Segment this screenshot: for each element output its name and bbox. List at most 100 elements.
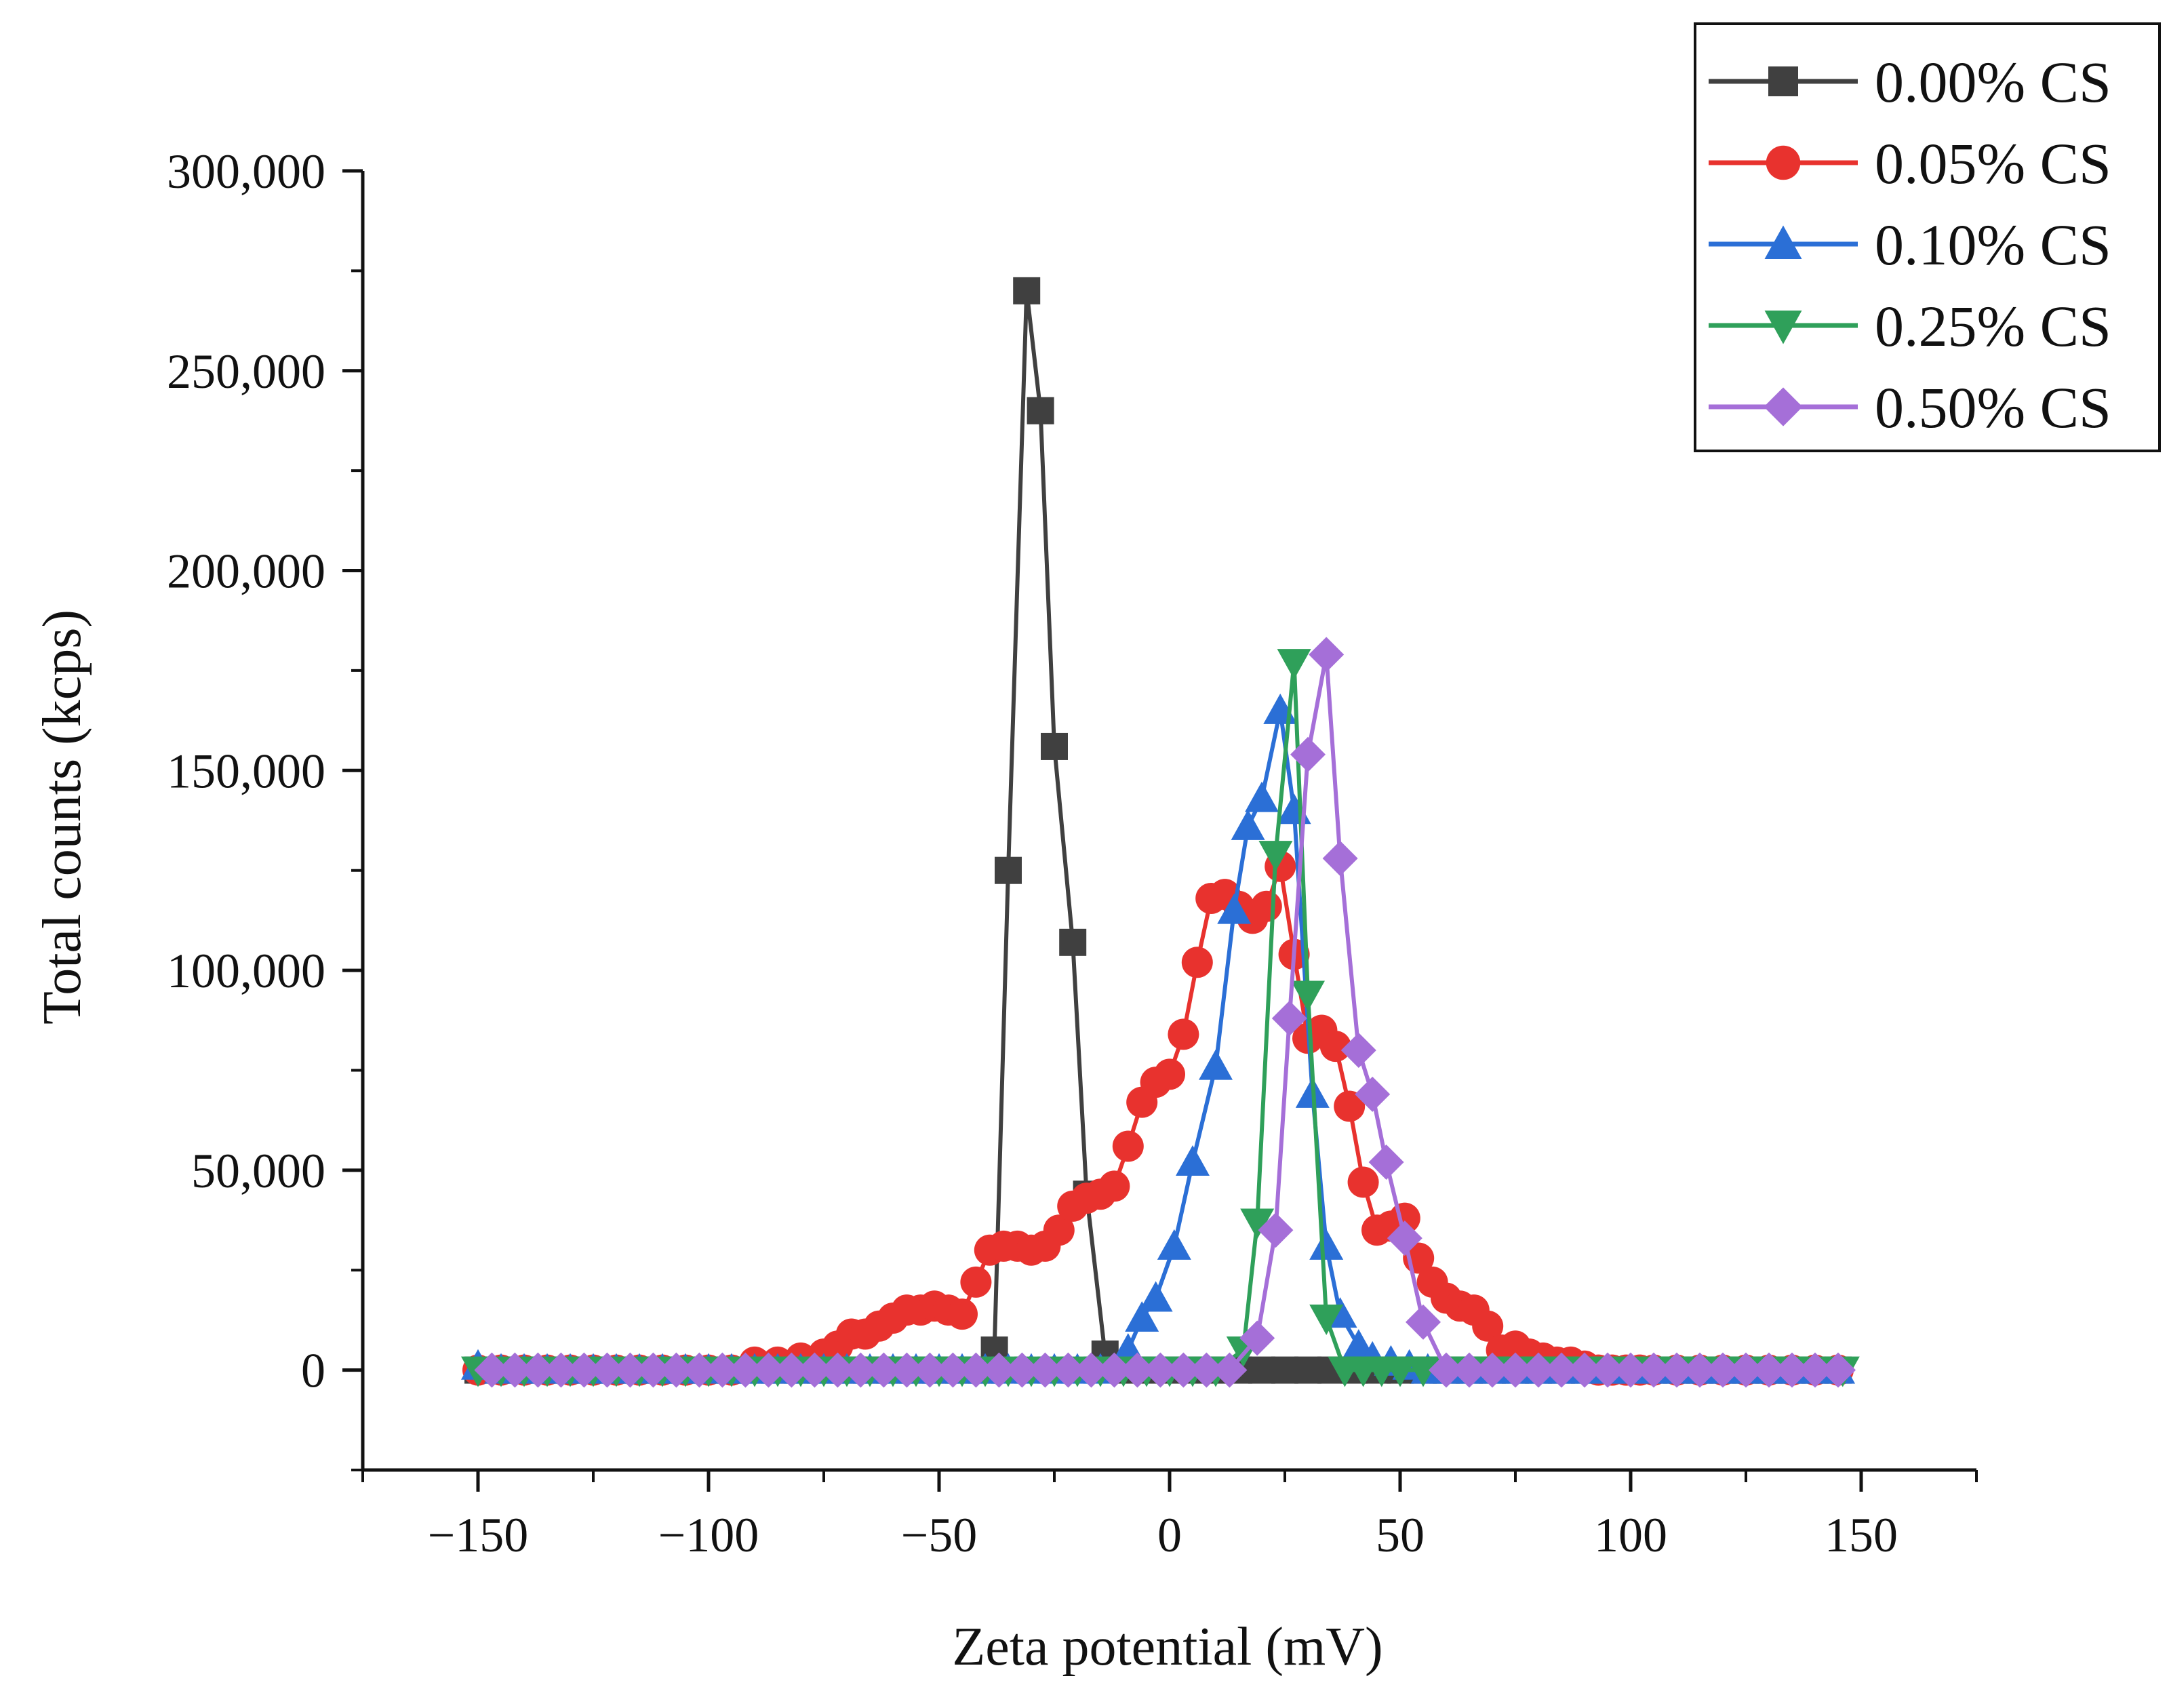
data-point — [935, 1352, 971, 1388]
data-point — [635, 1352, 671, 1388]
data-point — [1294, 1356, 1321, 1384]
x-tick-label: −150 — [428, 1508, 529, 1562]
data-point — [1271, 1356, 1298, 1384]
legend-label: 0.00% CS — [1875, 49, 2111, 115]
legend-item: 0.25% CS — [1709, 294, 2111, 359]
legend-marker — [1768, 66, 1798, 96]
data-point — [1217, 893, 1252, 924]
data-point — [681, 1352, 717, 1388]
data-point — [1521, 1352, 1556, 1388]
data-point — [1271, 1000, 1307, 1036]
y-tick-label: 100,000 — [167, 944, 325, 998]
data-point — [1248, 1356, 1275, 1384]
tick-labels: −150 −100 −50 0 50 100 150 0 50,000 100,000 150,00… — [167, 144, 1898, 1562]
data-point — [728, 1352, 763, 1388]
data-point — [1613, 1352, 1648, 1388]
data-point — [947, 1298, 978, 1330]
data-point — [912, 1352, 948, 1388]
data-point — [1820, 1352, 1856, 1388]
data-point — [1073, 1352, 1109, 1388]
data-point — [543, 1352, 579, 1388]
data-point — [1240, 1208, 1275, 1239]
data-point — [1050, 1352, 1086, 1388]
data-point — [1119, 1352, 1155, 1388]
data-point — [1258, 1212, 1294, 1248]
data-point — [958, 1352, 994, 1388]
data-point — [1277, 649, 1311, 680]
legend-label: 0.50% CS — [1875, 375, 2111, 440]
data-point — [1475, 1352, 1510, 1388]
data-point — [1189, 1352, 1225, 1388]
data-point — [1340, 1032, 1376, 1068]
data-point — [1319, 1031, 1351, 1062]
data-point — [1355, 1076, 1391, 1112]
data-point — [1168, 1018, 1199, 1050]
y-tick-label: 50,000 — [191, 1144, 325, 1198]
data-point — [1181, 947, 1213, 978]
data-point — [497, 1352, 533, 1388]
legend-label: 0.05% CS — [1875, 131, 2111, 196]
data-point — [1291, 980, 1325, 1012]
data-point — [704, 1352, 740, 1388]
legend-label: 0.10% CS — [1875, 212, 2111, 277]
data-point — [1166, 1352, 1201, 1388]
data-point — [1387, 1220, 1422, 1256]
data-point — [774, 1352, 810, 1388]
data-point — [1239, 1320, 1275, 1356]
data-point — [820, 1352, 856, 1388]
data-point — [1309, 637, 1345, 673]
data-point — [1682, 1352, 1717, 1388]
data-point — [1154, 1058, 1185, 1090]
data-point — [566, 1352, 602, 1388]
x-tick-label: −50 — [901, 1508, 978, 1562]
data-point — [1347, 1166, 1379, 1198]
data-point — [658, 1352, 694, 1388]
data-point — [1004, 1352, 1040, 1388]
legend: 0.00% CS 0.05% CS 0.10% CS 0.25% CS 0.50% CS — [1694, 22, 2161, 452]
series-layer — [461, 277, 1860, 1388]
y-tick-label: 0 — [301, 1344, 325, 1398]
data-point — [981, 1352, 1017, 1388]
data-point — [1027, 1352, 1063, 1388]
data-point — [797, 1352, 833, 1388]
axes — [342, 169, 1978, 1492]
y-tick-label: 250,000 — [167, 344, 325, 399]
legend-marker — [1766, 145, 1801, 180]
data-point — [1429, 1352, 1464, 1388]
data-point — [1334, 1090, 1366, 1122]
data-point — [1112, 1130, 1144, 1162]
data-point — [1290, 736, 1326, 772]
x-tick-label: 50 — [1376, 1508, 1425, 1562]
data-point — [1013, 277, 1041, 304]
data-point — [1176, 1145, 1210, 1176]
data-point — [1406, 1304, 1441, 1340]
y-tick-label: 200,000 — [167, 544, 325, 599]
data-point — [1098, 1170, 1130, 1202]
data-point — [995, 856, 1022, 884]
data-point — [474, 1352, 510, 1388]
data-point — [1567, 1352, 1602, 1388]
data-point — [1309, 1304, 1344, 1335]
x-axis-title: Zeta potential (mV) — [952, 1617, 1382, 1677]
data-point — [1199, 1049, 1233, 1080]
data-point — [1636, 1352, 1671, 1388]
data-point — [1043, 1214, 1075, 1246]
y-axis-title: Total counts (kcps) — [33, 610, 92, 1025]
legend-marker — [1764, 387, 1803, 426]
data-point — [1590, 1352, 1625, 1388]
legend-marker — [1764, 311, 1802, 344]
x-tick-label: 150 — [1825, 1508, 1898, 1562]
data-point — [1096, 1352, 1132, 1388]
data-point — [1157, 1229, 1191, 1260]
data-point — [1728, 1352, 1764, 1388]
series-4 — [474, 637, 1856, 1388]
data-point — [1383, 1356, 1417, 1387]
data-point — [1797, 1352, 1833, 1388]
data-point — [1368, 1145, 1404, 1180]
data-point — [1472, 1310, 1504, 1342]
data-point — [1322, 841, 1358, 877]
legend-marker — [1764, 225, 1802, 259]
data-point — [1125, 1300, 1159, 1332]
